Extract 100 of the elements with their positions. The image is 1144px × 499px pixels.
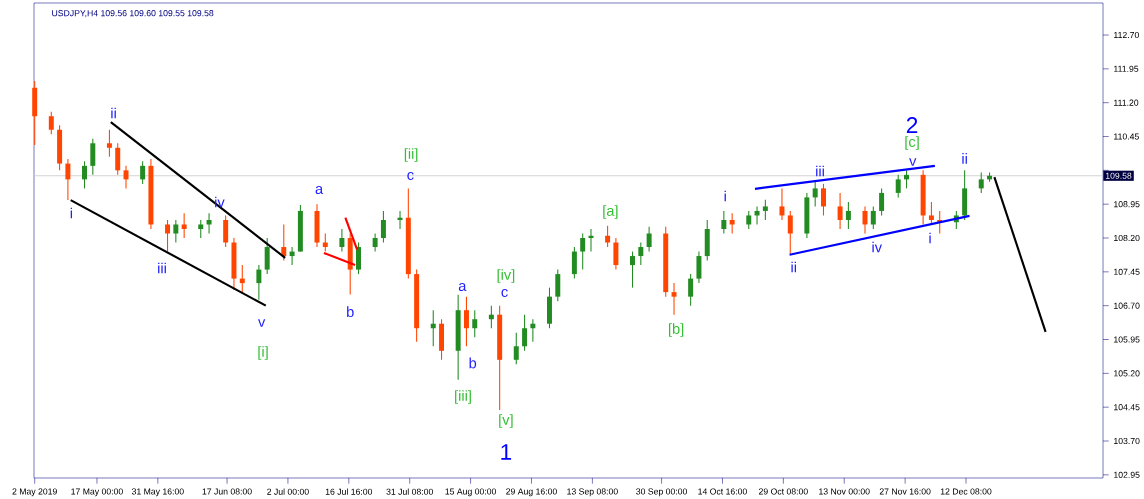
annotation: v: [258, 319, 266, 327]
annotation: iv: [872, 241, 882, 253]
y-tick-label: 104.45: [1114, 404, 1140, 411]
candlestick: [837, 192, 843, 230]
candlestick: [879, 187, 885, 216]
candlestick: [895, 174, 901, 198]
candlestick: [729, 212, 735, 235]
candlestick: [787, 210, 793, 255]
annotation: ii: [111, 107, 116, 119]
candlestick: [463, 296, 469, 347]
annotation: [b]: [669, 323, 684, 337]
candlestick: [580, 232, 586, 271]
candlestick: [571, 246, 577, 280]
x-tick-label: 17 May 00:00: [71, 488, 123, 497]
x-tick-label: 27 Nov 16:00: [879, 488, 931, 495]
annotation: [i]: [258, 346, 268, 360]
y-tick-label: 108.20: [1114, 234, 1140, 242]
candlestick: [812, 181, 818, 207]
x-tick-label: 30 Sep 00:00: [636, 488, 687, 497]
candlestick: [239, 264, 245, 293]
annotation: b: [347, 306, 354, 318]
annotation: i: [929, 232, 931, 244]
candlestick: [671, 282, 677, 316]
candlestick: [762, 199, 768, 221]
candlestick: [638, 241, 644, 266]
candlestick: [721, 210, 727, 235]
candlestick: [522, 314, 528, 352]
candlestick: [289, 246, 295, 266]
x-tick-label: 29 Oct 08:00: [758, 488, 808, 495]
x-tick-label: 2 May 2019: [12, 488, 57, 497]
candlestick: [181, 212, 187, 239]
candlestick: [356, 241, 361, 275]
annotation: [a]: [603, 205, 618, 219]
annotation: iv: [215, 196, 225, 208]
candlestick: [630, 251, 636, 289]
annotation: 2: [906, 117, 918, 133]
candlestick: [198, 219, 204, 239]
candlestick: [646, 226, 652, 253]
annotation: c: [407, 171, 414, 181]
annotation: ii: [962, 153, 967, 164]
candlestick: [513, 332, 519, 365]
y-tick-label: 110.45: [1114, 133, 1139, 140]
y-tick-label: 106.70: [1114, 302, 1140, 309]
y-tick-label: 105.20: [1114, 370, 1140, 377]
annotation: a: [458, 282, 467, 292]
candlestick: [845, 201, 851, 230]
annotation: [c]: [905, 136, 919, 150]
candlestick: [106, 129, 112, 158]
candlestick: [165, 219, 171, 253]
y-tick-label: 102.95: [1114, 471, 1140, 478]
annotation: i: [70, 207, 73, 219]
candlestick: [904, 169, 909, 189]
x-tick-label: 12 Dec 08:00: [940, 488, 992, 495]
ref-line-label: 109.58: [1105, 172, 1132, 179]
candlestick: [397, 210, 403, 230]
x-tick-label: 13 Sep 08:00: [567, 488, 618, 497]
candlestick: [870, 205, 876, 230]
candlestick: [380, 210, 386, 244]
x-tick-label: 31 Jul 08:00: [386, 488, 433, 495]
candlestick: [90, 138, 96, 176]
candlestick: [430, 309, 436, 347]
candlestick: [65, 158, 71, 201]
candlestick: [530, 318, 536, 343]
x-tick-label: 2 Jul 00:00: [267, 488, 309, 495]
candlestick: [613, 237, 619, 271]
candlestick: [555, 269, 561, 302]
annotation: [iv]: [497, 269, 515, 283]
x-tick-label: 31 May 16:00: [131, 488, 184, 497]
y-tick-label: 108.95: [1114, 201, 1140, 208]
candlestick: [140, 160, 146, 185]
candlestick: [223, 214, 229, 248]
annotation: c: [501, 288, 508, 298]
candlestick: [322, 232, 328, 253]
annotation: iii: [816, 165, 824, 177]
annotation: 1: [501, 444, 512, 460]
candlestick: [605, 225, 611, 248]
x-tick-label: 16 Jul 16:00: [325, 488, 373, 495]
annotation: v: [909, 158, 917, 166]
candlestick: [256, 264, 262, 301]
y-tick-label: 107.45: [1114, 268, 1140, 275]
candlestick: [472, 309, 478, 338]
x-tick-label: 17 Jun 08:00: [202, 488, 252, 495]
candlestick: [746, 210, 752, 230]
candlestick: [82, 160, 87, 189]
y-tick-label: 112.70: [1114, 31, 1139, 39]
candlestick: [173, 219, 179, 244]
y-tick-label: 111.20: [1114, 99, 1139, 106]
candlestick: [928, 201, 934, 226]
annotation: [v]: [499, 414, 513, 428]
y-tick-label: 111.95: [1114, 65, 1139, 72]
candlestick: [978, 172, 984, 194]
candlestick: [123, 165, 129, 189]
annotation: i: [724, 190, 726, 202]
annotation: iii: [158, 262, 166, 274]
candlestick: [339, 228, 345, 253]
candlestick: [688, 273, 694, 307]
x-tick-label: 13 Nov 00:00: [819, 488, 870, 495]
y-tick-label: 103.70: [1114, 437, 1140, 445]
candlestick: [820, 183, 826, 216]
annotation: [ii]: [404, 148, 418, 162]
